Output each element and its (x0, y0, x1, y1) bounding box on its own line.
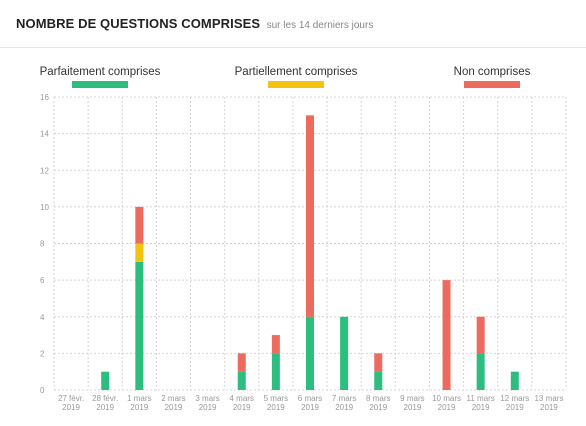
x-tick-label: 13 mars 2019 (534, 394, 563, 412)
y-tick-label: 10 (40, 203, 49, 212)
bar-segment (374, 371, 383, 390)
x-tick-label: 11 mars 2019 (467, 394, 495, 412)
chart-subtitle: sur les 14 derniers jours (266, 20, 374, 31)
x-tick-label: 10 mars 2019 (432, 394, 461, 412)
x-tick-label: 6 mars 2019 (298, 394, 322, 412)
x-tick-label: 4 mars 2019 (230, 394, 254, 412)
legend-swatch (72, 81, 128, 88)
y-tick-label: 14 (40, 130, 49, 139)
y-tick-label: 8 (40, 240, 45, 249)
legend-swatch (464, 81, 520, 88)
chart-header: NOMBRE DE QUESTIONS COMPRISES sur les 14… (16, 15, 373, 37)
x-tick-label: 9 mars 2019 (400, 394, 424, 412)
bar-segment (135, 261, 144, 390)
bar-segment (476, 353, 485, 390)
bar-segment (135, 243, 144, 262)
bar-segment (135, 206, 144, 244)
header-divider (0, 47, 586, 48)
legend-label: Parfaitement comprises (40, 66, 161, 78)
bar-segment (306, 115, 314, 317)
bar-segment (510, 371, 519, 390)
chart-title: NOMBRE DE QUESTIONS COMPRISES (16, 16, 261, 31)
bar-segment (237, 353, 246, 372)
bar-segment (442, 280, 451, 390)
x-tick-label: 3 mars 2019 (195, 394, 219, 412)
bar-segment (271, 335, 280, 354)
x-tick-label: 1 mars 2019 (127, 394, 151, 412)
legend-swatch (268, 81, 324, 88)
legend-label: Non comprises (454, 66, 531, 78)
bar-segment (306, 316, 314, 390)
bar-segment (101, 371, 110, 390)
x-tick-label: 5 mars 2019 (264, 394, 288, 412)
bar-segment (237, 371, 246, 390)
x-tick-label: 27 févr. 2019 (58, 394, 84, 412)
y-tick-label: 2 (40, 349, 45, 358)
x-tick-label: 12 mars 2019 (500, 394, 529, 412)
y-tick-label: 4 (40, 313, 45, 322)
y-tick-label: 12 (40, 166, 49, 175)
x-tick-label: 28 févr. 2019 (92, 394, 118, 412)
x-tick-label: 2 mars 2019 (161, 394, 185, 412)
y-tick-label: 0 (40, 386, 45, 395)
y-tick-label: 16 (40, 93, 49, 102)
bar-segment (340, 316, 349, 390)
bar-segment (374, 353, 383, 372)
bar-segment (271, 353, 280, 390)
x-tick-label: 8 mars 2019 (366, 394, 390, 412)
x-tick-label: 7 mars 2019 (332, 394, 356, 412)
legend-label: Partiellement comprises (235, 66, 358, 78)
bar-segment (476, 316, 485, 354)
y-tick-label: 6 (40, 276, 45, 285)
